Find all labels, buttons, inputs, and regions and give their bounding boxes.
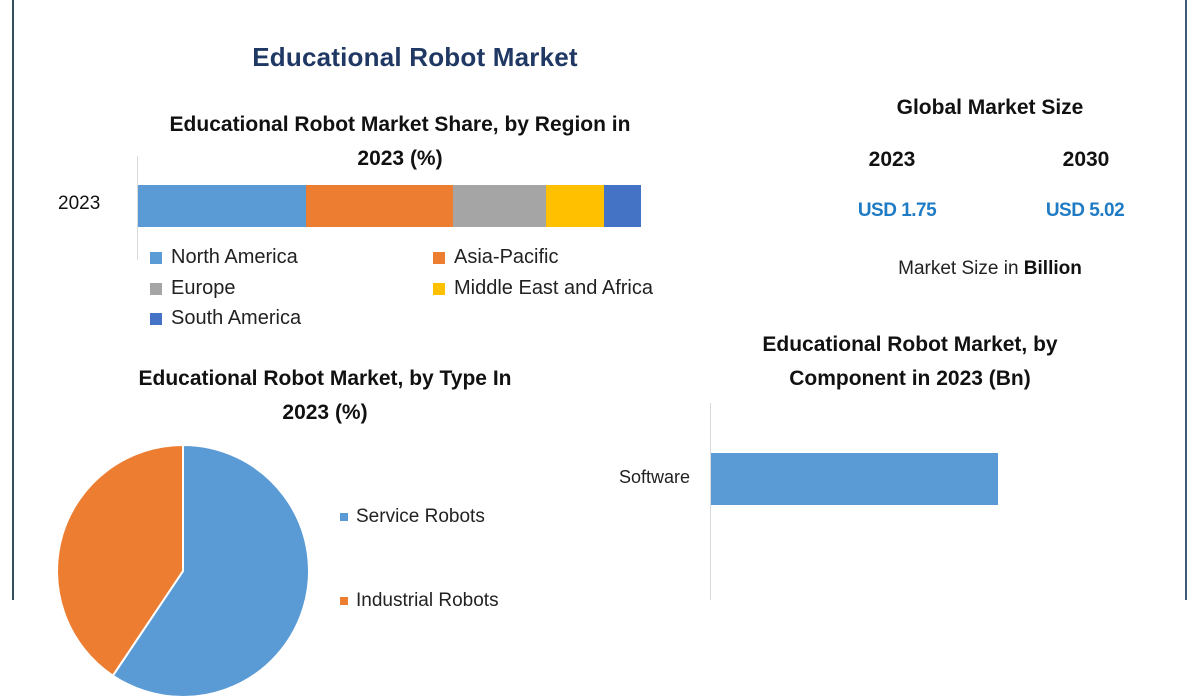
market-size-unit-note: Market Size in Billion: [840, 258, 1140, 280]
region-chart-y-label: 2023: [58, 193, 101, 214]
legend-item-north-america: North America: [150, 246, 298, 269]
legend-swatch: [433, 251, 445, 264]
bar-segment-europe: [452, 185, 546, 227]
market-value-2030: USD 5.02: [1045, 200, 1125, 221]
legend-item-service-robots: Service Robots: [340, 506, 485, 528]
legend-item-industrial-robots: Industrial Robots: [340, 590, 499, 612]
legend-label: South America: [171, 307, 302, 329]
frame-border-right: [1185, 0, 1187, 600]
legend-item-middle-east-africa: Middle East and Africa: [433, 277, 653, 300]
legend-swatch: [340, 513, 348, 521]
legend-item-asia-pacific: Asia-Pacific: [433, 246, 558, 269]
year-2030-label: 2030: [1062, 148, 1110, 171]
legend-label: Asia-Pacific: [454, 246, 559, 268]
unit-note-prefix: Market Size in: [898, 258, 1024, 279]
region-chart-axis: [137, 156, 138, 260]
type-chart-title-line2: 2023 (%): [282, 401, 368, 424]
category-label-software: Software: [618, 467, 690, 487]
type-chart-title-line1: Educational Robot Market, by Type In: [138, 367, 512, 390]
legend-swatch: [340, 597, 348, 605]
legend-label: Industrial Robots: [356, 590, 499, 611]
type-pie: [56, 443, 310, 698]
legend-label: Service Robots: [356, 506, 485, 527]
bar-segment-north-america: [138, 185, 306, 227]
legend-swatch: [433, 282, 445, 295]
component-chart-title-line1: Educational Robot Market, by: [762, 333, 1058, 356]
bar-software: [711, 453, 998, 505]
year-2023-label: 2023: [868, 148, 916, 171]
legend-label: Europe: [171, 277, 236, 299]
bar-segment-south-america: [603, 185, 641, 227]
legend-item-south-america: South America: [150, 307, 301, 330]
type-chart-title: Educational Robot Market, by Type In 202…: [90, 362, 560, 430]
frame-border-left: [12, 0, 14, 600]
region-chart-title-line1: Educational Robot Market Share, by Regio…: [169, 113, 631, 136]
legend-swatch: [150, 251, 162, 264]
component-chart-axis: [710, 403, 711, 600]
component-chart-title: Educational Robot Market, by Component i…: [700, 328, 1120, 396]
page-title: Educational Robot Market: [252, 42, 578, 72]
legend-label: North America: [171, 246, 298, 268]
region-chart-title: Educational Robot Market Share, by Regio…: [120, 108, 680, 176]
region-stacked-bar: [138, 185, 641, 227]
component-chart-title-line2: Component in 2023 (Bn): [789, 367, 1031, 390]
legend-swatch: [150, 312, 162, 325]
legend-label: Middle East and Africa: [454, 277, 653, 299]
legend-swatch: [150, 282, 162, 295]
bar-segment-middle-east-and-africa: [545, 185, 604, 227]
region-chart-title-line2: 2023 (%): [357, 147, 443, 170]
bar-segment-asia-pacific: [306, 185, 453, 227]
global-market-title: Global Market Size: [896, 96, 1084, 119]
unit-note-bold: Billion: [1023, 258, 1082, 279]
legend-item-europe: Europe: [150, 277, 236, 300]
market-value-2023: USD 1.75: [857, 200, 937, 221]
